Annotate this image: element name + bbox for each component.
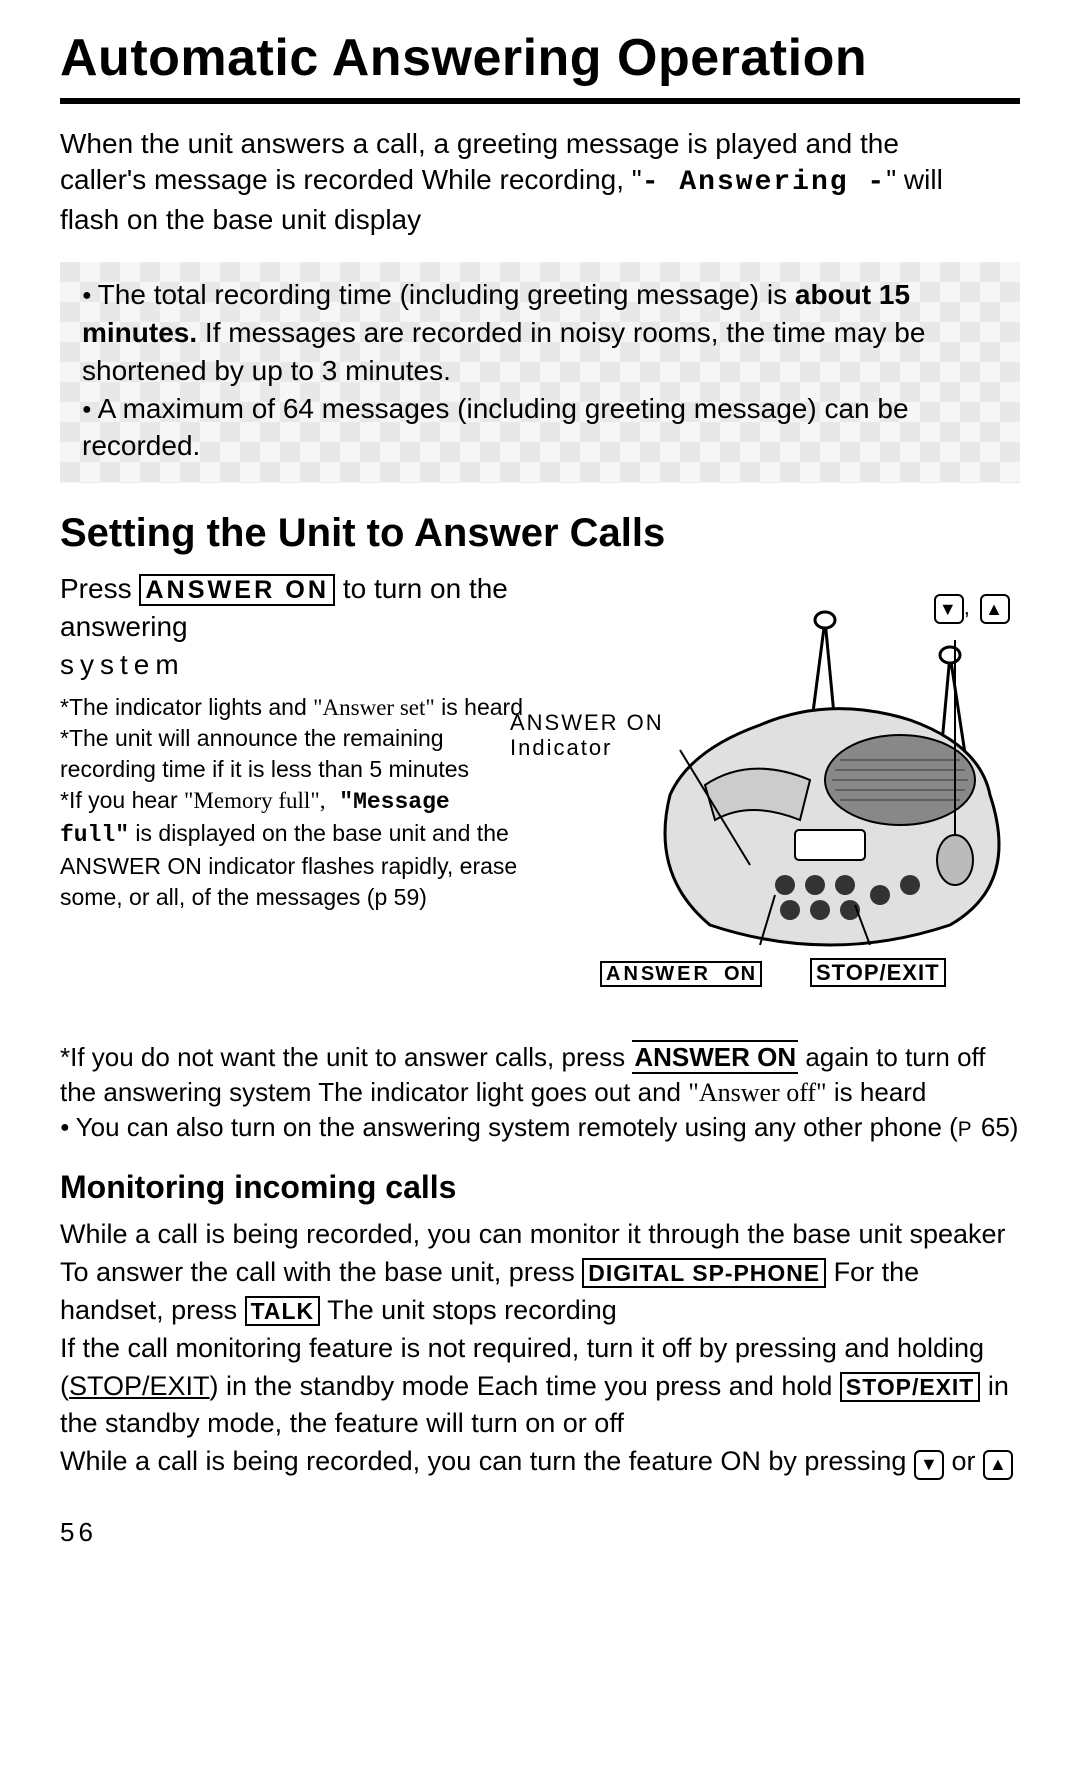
title-rule xyxy=(60,98,1020,104)
monitor-p1: While a call is being recorded, you can … xyxy=(60,1216,1020,1254)
answer-on-button-label: ANSWER ON xyxy=(139,574,335,606)
press-line: Press ANSWER ON to turn on the answering xyxy=(60,570,530,646)
section-heading-2: Monitoring incoming calls xyxy=(60,1169,1020,1206)
monitor-p4: While a call is being recorded, you can … xyxy=(60,1443,1020,1481)
intro-mono: - Answering - xyxy=(642,167,886,198)
star-2: *The unit will announce the remaining re… xyxy=(60,723,530,785)
page-title: Automatic Answering Operation xyxy=(60,28,1020,88)
intro-l1: When the unit answers a call, a greeting… xyxy=(60,128,899,159)
intro-l2a: caller's message is recorded While recor… xyxy=(60,164,642,195)
digital-sp-phone-label: DIGITAL SP-PHONE xyxy=(582,1258,826,1288)
up-arrow-icon: ▲ xyxy=(983,1450,1013,1480)
star-3: *If you hear "Memory full", "Message ful… xyxy=(60,785,530,913)
diagram-answer-on-label: ANSWER ANSWER ONON xyxy=(600,960,762,986)
intro-l3: flash on the base unit display xyxy=(60,204,421,235)
diagram-stop-exit-label: STOP/EXIT xyxy=(810,960,946,985)
intro-paragraph: When the unit answers a call, a greeting… xyxy=(60,126,1020,238)
stop-exit-button-label: STOP/EXIT xyxy=(840,1372,980,1402)
bullet-icon xyxy=(82,393,98,424)
answer-on-inline-label: ANSWER ON xyxy=(632,1040,798,1074)
phone-illustration xyxy=(610,585,1040,965)
talk-button-label: TALK xyxy=(245,1296,320,1326)
right-column: ▼, ▲ ANSWER ON Indicator xyxy=(550,570,1020,1030)
system-word: system xyxy=(60,646,530,684)
info-bullet-2: A maximum of 64 messages (including gree… xyxy=(82,390,998,466)
info-box: The total recording time (including gree… xyxy=(60,262,1020,483)
section-heading-1: Setting the Unit to Answer Calls xyxy=(60,511,1020,556)
monitor-p3: If the call monitoring feature is not re… xyxy=(60,1330,1020,1443)
monitor-p2: To answer the call with the base unit, p… xyxy=(60,1254,1020,1330)
bullet-icon xyxy=(82,279,98,310)
below-para: *If you do not want the unit to answer c… xyxy=(60,1040,1020,1145)
intro-l2b: " will xyxy=(886,164,943,195)
left-column: Press ANSWER ON to turn on the answering… xyxy=(60,570,530,1030)
bullet-icon xyxy=(60,1112,76,1142)
star-1: *The indicator lights and "Answer set" i… xyxy=(60,692,530,723)
info-bullet-1: The total recording time (including gree… xyxy=(82,276,998,389)
page-number: 56 xyxy=(60,1517,1020,1548)
two-column-area: Press ANSWER ON to turn on the answering… xyxy=(60,570,1020,1030)
down-arrow-icon: ▼ xyxy=(914,1450,944,1480)
